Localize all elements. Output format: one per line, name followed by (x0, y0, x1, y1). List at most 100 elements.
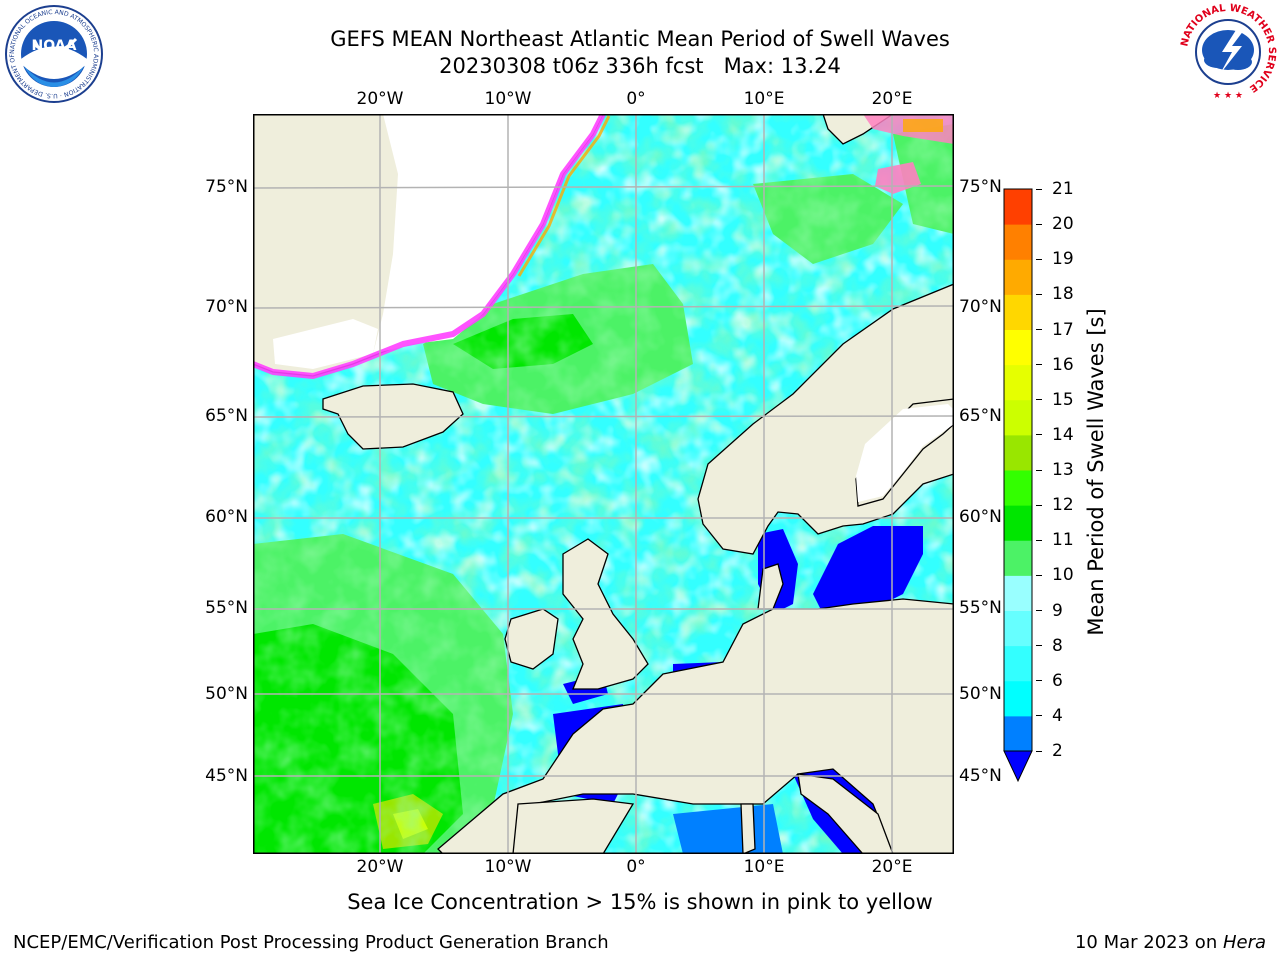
colorbar-tick-label: 11 (1052, 530, 1074, 551)
colorbar (1000, 186, 1040, 786)
colorbar-segment (1004, 715, 1032, 752)
colorbar-tick-label: 18 (1052, 284, 1074, 305)
colorbar-segment (1004, 224, 1032, 260)
sea-ice-note: Sea Ice Concentration > 15% is shown in … (347, 890, 933, 914)
colorbar-tick-label: 10 (1052, 565, 1074, 586)
colorbar-tick-label: 8 (1052, 635, 1063, 656)
lon-tick-bottom: 10°E (743, 857, 785, 877)
colorbar-tick-label: 14 (1052, 424, 1074, 445)
colorbar-segment (1004, 294, 1032, 330)
lon-tick-bottom: 10°W (484, 857, 532, 877)
lon-tick-bottom: 20°E (871, 857, 913, 877)
sea-ice-edge (251, 112, 606, 379)
colorbar-tick-mark (1036, 750, 1042, 752)
colorbar-tick-label: 12 (1052, 495, 1074, 516)
colorbar-tick-label: 19 (1052, 249, 1074, 270)
map-border (253, 114, 954, 854)
colorbar-segment (1004, 575, 1032, 611)
colorbar-tick-mark (1036, 293, 1042, 295)
colorbar-tick-mark (1036, 364, 1042, 366)
lon-tick-top: 20°E (871, 89, 913, 109)
colorbar-tick-mark (1036, 504, 1042, 506)
map-svg (251, 112, 955, 855)
chart-title: GEFS MEAN Northeast Atlantic Mean Period… (330, 27, 950, 51)
colorbar-tick-mark (1036, 188, 1042, 190)
lat-tick-right: 60°N (959, 507, 1002, 527)
continental-europe (437, 598, 955, 855)
colorbar-frame (1003, 188, 1033, 752)
colorbar-segment (1004, 540, 1032, 576)
colorbar-tick-label: 4 (1052, 705, 1063, 726)
colorbar-tick-mark (1036, 574, 1042, 576)
lat-tick-right: 55°N (959, 598, 1002, 618)
lat-tick-left: 45°N (205, 766, 248, 786)
colorbar-label: Mean Period of Swell Waves [s] (1084, 308, 1108, 636)
lon-tick-top: 20°W (356, 89, 404, 109)
graticule (252, 114, 955, 854)
lon-tick-bottom: 20°W (356, 857, 404, 877)
great-britain (562, 538, 649, 690)
colorbar-segment (1004, 399, 1032, 436)
noaa-logo-text: NOAA (32, 38, 77, 54)
colorbar-segment (1004, 259, 1032, 295)
colorbar-tick-label: 15 (1052, 389, 1074, 410)
footer-date: 10 Mar 2023 on (1074, 932, 1223, 953)
colorbar-segment (1004, 329, 1032, 366)
colorbar-segment (1004, 470, 1032, 506)
lon-tick-top: 0° (626, 89, 646, 109)
lon-tick-top: 10°E (743, 89, 785, 109)
lat-tick-right: 75°N (959, 177, 1002, 197)
colorbar-tick-label: 13 (1052, 460, 1074, 480)
colorbar-segment (1004, 505, 1032, 541)
colorbar-tick-label: 16 (1052, 354, 1074, 375)
lat-tick-left: 70°N (205, 297, 248, 317)
colorbar-tick-mark (1036, 645, 1042, 647)
colorbar-tick-mark (1036, 610, 1042, 611)
corsica-sardinia (740, 803, 756, 855)
colorbar-tick-label: 2 (1052, 741, 1063, 761)
lat-tick-left: 65°N (205, 406, 248, 426)
colorbar-tick-label: 20 (1052, 214, 1074, 235)
lat-tick-left: 55°N (205, 598, 248, 618)
svg-text:★ ★ ★: ★ ★ ★ (1213, 91, 1243, 101)
noaa-logo: NATIONAL OCEANIC AND ATMOSPHERIC ADMINIS… (1, 0, 104, 104)
colorbar-segment (1004, 645, 1032, 682)
colorbar-svg (1003, 188, 1033, 783)
colorbar-tick-mark (1036, 539, 1042, 541)
footer-timestamp: 10 Mar 2023 on Hera (1075, 932, 1266, 953)
colorbar-tick-label: 6 (1052, 670, 1063, 691)
iberia (512, 798, 635, 855)
lat-tick-right: 65°N (959, 406, 1002, 426)
colorbar-tick-mark (1036, 399, 1042, 401)
colorbar-tick-mark (1036, 715, 1042, 717)
footer-machine: Hera (1222, 932, 1266, 953)
colorbar-tick-label: 21 (1052, 179, 1074, 199)
colorbar-under-arrow (1003, 750, 1033, 783)
colorbar-segment (1004, 189, 1032, 225)
footer-credit: NCEP/EMC/Verification Post Processing Pr… (13, 932, 609, 953)
colorbar-tick-label: 17 (1052, 319, 1074, 340)
colorbar-tick-mark (1036, 434, 1042, 436)
lat-tick-left: 75°N (205, 177, 248, 197)
colorbar-tick-mark (1036, 469, 1042, 471)
lat-tick-left: 50°N (205, 684, 248, 704)
no-data-areas (273, 114, 954, 502)
colorbar-tick-mark (1036, 680, 1042, 682)
colorbar-tick-mark (1036, 329, 1042, 330)
map-panel (251, 112, 955, 855)
colorbar-segment (1004, 364, 1032, 401)
lat-tick-right: 70°N (959, 297, 1002, 317)
lat-tick-right: 50°N (959, 684, 1002, 704)
lat-tick-left: 60°N (205, 507, 248, 527)
lon-tick-top: 10°W (484, 89, 532, 109)
nws-logo: NATIONAL WEATHER SERVICE ★ ★ ★ (1176, 0, 1280, 104)
colorbar-segment (1004, 610, 1032, 647)
chart-subtitle: 20230308 t06z 336h fcst Max: 13.24 (439, 54, 841, 78)
lon-tick-bottom: 0° (626, 857, 646, 877)
colorbar-tick-mark (1036, 258, 1042, 260)
lat-tick-right: 45°N (959, 766, 1002, 786)
colorbar-tick-label: 9 (1052, 600, 1063, 621)
colorbar-tick-mark (1036, 223, 1042, 225)
colorbar-segment (1004, 680, 1032, 717)
colorbar-segment (1004, 434, 1032, 471)
